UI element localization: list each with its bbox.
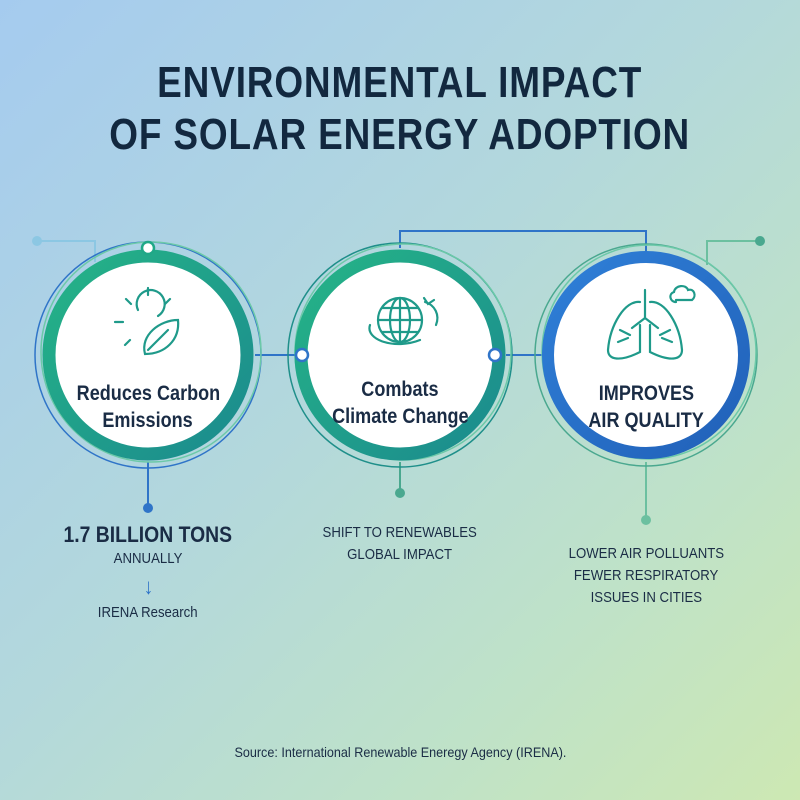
title-line-1: ENVIRONMENTAL IMPACT [157,58,643,107]
arrow-down-icon: ↓ [143,574,153,599]
globe-arrow-icon [368,296,439,345]
card-3-details: LOWER AIR POLLUANTS FEWER RESPIRATORY IS… [568,545,724,606]
connector-dot [641,515,651,525]
stat-note: IRENA Research [98,604,198,621]
title-line-2: OF SOLAR ENERGY ADOPTION [109,110,691,159]
connector-dot [143,503,153,513]
stat-detail: ANNUALLY [113,550,183,567]
card-2-details: SHIFT TO RENEWABLES GLOBAL IMPACT [322,524,478,563]
card-circle-2 [287,242,513,468]
sun-leaf-icon [113,286,180,356]
card-circle-3 [534,243,758,467]
lungs-cloud-icon [606,285,696,360]
connector-dot [755,236,765,246]
card-3-title: IMPROVES AIR QUALITY [588,382,704,432]
source-note: Source: International Renewable Eneregy … [234,744,566,760]
connector-dot [395,488,405,498]
stat-value: 1.7 BILLION TONS [63,522,233,547]
card-1-details: 1.7 BILLION TONS ANNUALLY ↓ IRENA Resear… [40,524,256,624]
card-2-title: Combats Climate Change [331,378,469,428]
connector-dot [32,236,42,246]
card-1-title: Reduces Carbon Emissions [76,382,220,432]
